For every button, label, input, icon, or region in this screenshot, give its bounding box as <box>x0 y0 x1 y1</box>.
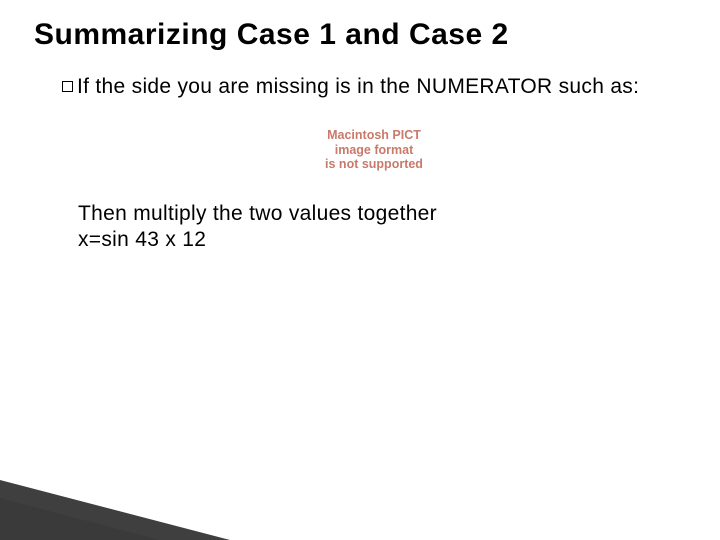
para2-line-2: x=sin 43 x 12 <box>78 228 206 251</box>
corner-accent-icon <box>0 480 260 540</box>
para1-rest: the side you are missing is in the NUMER… <box>89 75 639 98</box>
para1-prefix: If <box>77 75 89 98</box>
body-block: If the side you are missing is in the NU… <box>34 74 686 254</box>
placeholder-line-3: is not supported <box>325 157 423 171</box>
paragraph-2: Then multiply the two values together x=… <box>62 201 686 254</box>
slide: Summarizing Case 1 and Case 2 If the sid… <box>0 0 720 540</box>
image-placeholder: Macintosh PICT image format is not suppo… <box>325 128 423 171</box>
placeholder-line-2: image format <box>335 143 414 157</box>
slide-title: Summarizing Case 1 and Case 2 <box>34 18 686 52</box>
bullet-square-icon <box>62 81 73 92</box>
image-placeholder-wrap: Macintosh PICT image format is not suppo… <box>62 128 686 173</box>
paragraph-1: If the side you are missing is in the NU… <box>62 74 686 100</box>
para2-line-1: Then multiply the two values together <box>78 202 437 225</box>
placeholder-line-1: Macintosh PICT <box>327 128 421 142</box>
